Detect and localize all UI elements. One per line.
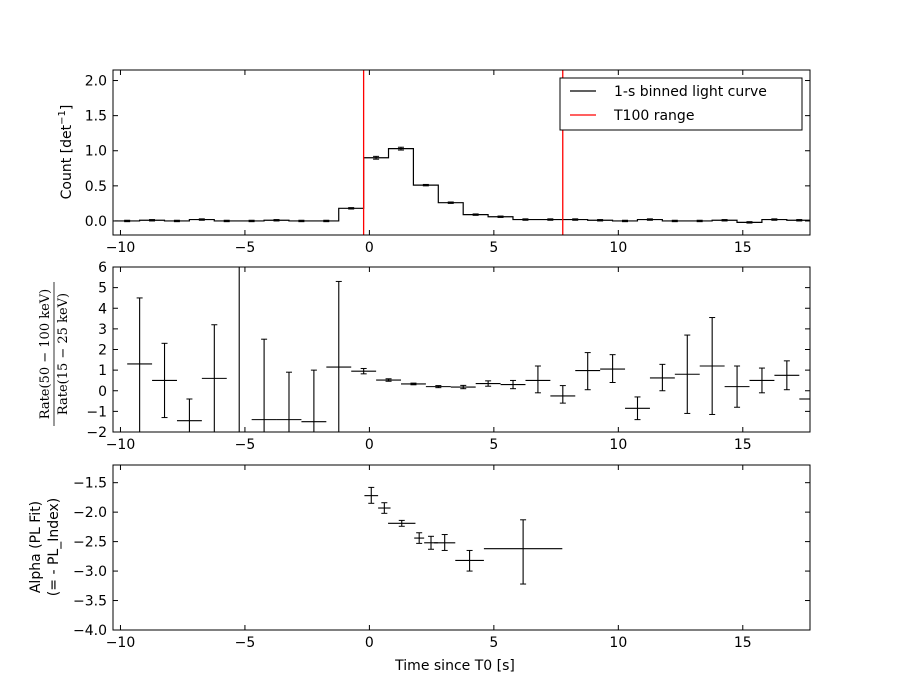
lightcurve-y-tick-label: 2.0 [85, 74, 107, 90]
alpha-y-tick-label: −2.0 [73, 505, 107, 521]
alpha-x-tick-label: 15 [734, 635, 752, 651]
hardness-ratio-y-tick-label: −1 [86, 404, 107, 420]
alpha-y-ticks: −1.5 −2.0 −2.5 −3.0 −3.5 −4.0 [73, 476, 810, 639]
hardness-ratio-marks [127, 266, 810, 433]
alpha-x-tick-label: −5 [235, 635, 256, 651]
lightcurve-y-tick-label: 1.5 [85, 109, 107, 125]
hardness-ratio-y-tick-label: 2 [98, 343, 107, 359]
alpha-panel: −10 −5 0 5 10 15 −1.5 −2.0 −2.5 −3.0 −3.5 −4.0 Alp… [28, 464, 811, 674]
lightcurve-panel: −10 −5 0 5 10 15 0.0 0.5 1.0 1.5 2.0 Count [det−1… [57, 69, 811, 256]
alpha-y-label-line2: (= - PL_Index) [46, 498, 62, 596]
legend: 1-s binned light curve T100 range [559, 77, 803, 131]
lightcurve-x-tick-label: 15 [734, 240, 752, 256]
alpha-y-tick-label: −4.0 [73, 623, 107, 639]
hardness-ratio-x-ticks: −10 −5 0 5 10 15 [106, 267, 752, 453]
lightcurve-y-tick-label: 0.5 [85, 179, 107, 195]
alpha-x-ticks: −10 −5 0 5 10 15 [106, 465, 752, 651]
hardness-ratio-y-label-denominator: Rate(15 − 25 keV) [56, 293, 71, 415]
hardness-ratio-y-tick-label: 4 [98, 301, 107, 317]
lightcurve-frame [112, 69, 811, 236]
hardness-ratio-x-tick-label: 0 [365, 437, 374, 453]
lightcurve-y-ticks: 0.0 0.5 1.0 1.5 2.0 [85, 74, 810, 230]
hardness-ratio-y-ticks: −2 −1 0 1 2 3 4 5 6 [86, 260, 810, 441]
alpha-y-label-line1: Alpha (PL Fit) [28, 501, 44, 593]
lightcurve-x-tick-label: −10 [106, 240, 136, 256]
hardness-ratio-y-tick-label: 0 [98, 384, 107, 400]
legend-box [559, 77, 803, 131]
hardness-ratio-y-tick-label: 6 [98, 260, 107, 276]
hardness-ratio-y-label: Rate(50 − 100 keV) Rate(15 − 25 keV) [38, 282, 71, 426]
lightcurve-y-tick-label: 0.0 [85, 214, 107, 230]
lightcurve-y-tick-label: 1.0 [85, 144, 107, 160]
alpha-marks [364, 486, 563, 585]
lightcurve-y-label: Count [det−1] [57, 105, 75, 200]
hardness-ratio-x-tick-label: 10 [609, 437, 627, 453]
alpha-y-tick-label: −3.5 [73, 594, 107, 610]
alpha-frame [112, 464, 811, 631]
hardness-ratio-y-tick-label: 3 [98, 322, 107, 338]
alpha-x-tick-label: 0 [365, 635, 374, 651]
lightcurve-x-tick-label: 10 [609, 240, 627, 256]
alpha-y-tick-label: −2.5 [73, 535, 107, 551]
alpha-y-label: Alpha (PL Fit) (= - PL_Index) [28, 498, 62, 596]
x-axis-label: Time since T0 [s] [394, 658, 515, 674]
light-curve-step-line [114, 148, 810, 223]
lightcurve-x-tick-label: 5 [489, 240, 498, 256]
legend-label-lightcurve: 1-s binned light curve [614, 84, 767, 100]
hardness-ratio-y-tick-label: −2 [86, 425, 107, 441]
alpha-x-tick-label: −10 [106, 635, 136, 651]
alpha-y-tick-label: −3.0 [73, 564, 107, 580]
alpha-x-tick-label: 10 [609, 635, 627, 651]
lightcurve-x-tick-label: −5 [235, 240, 256, 256]
hardness-ratio-x-tick-label: −10 [106, 437, 136, 453]
hardness-ratio-x-tick-label: 5 [489, 437, 498, 453]
hardness-ratio-x-tick-label: 15 [734, 437, 752, 453]
legend-label-t100: T100 range [613, 108, 694, 124]
hardness-ratio-y-tick-label: 5 [98, 281, 107, 297]
lightcurve-x-ticks: −10 −5 0 5 10 15 [106, 70, 752, 256]
hardness-ratio-x-tick-label: −5 [235, 437, 256, 453]
alpha-y-tick-label: −1.5 [73, 476, 107, 492]
hardness-ratio-y-tick-label: 1 [98, 363, 107, 379]
lightcurve-x-tick-label: 0 [365, 240, 374, 256]
lightcurve-marks [114, 70, 810, 235]
hardness-ratio-y-label-numerator: Rate(50 − 100 keV) [38, 289, 53, 420]
alpha-x-tick-label: 5 [489, 635, 498, 651]
